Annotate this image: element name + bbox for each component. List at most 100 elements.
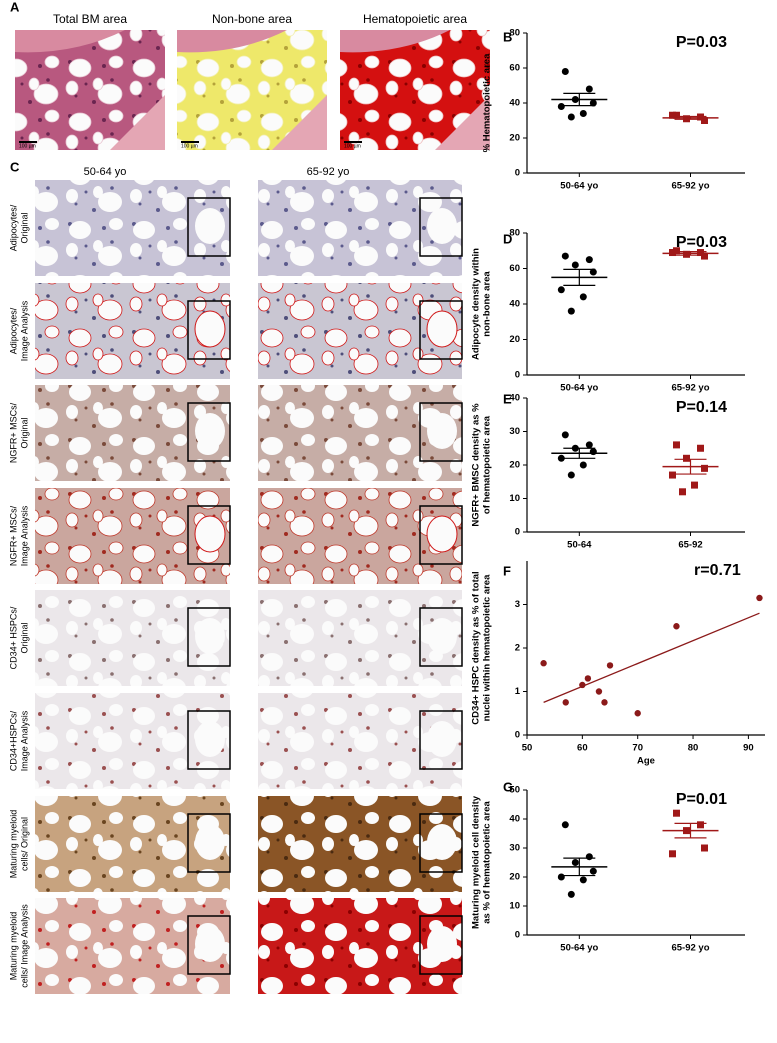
x-tick-label: 70 xyxy=(632,743,643,754)
bone-region xyxy=(177,30,287,53)
bone-region xyxy=(435,95,490,150)
data-point xyxy=(673,623,680,630)
annotation: P=0.03 xyxy=(676,234,727,251)
data-point xyxy=(589,867,597,875)
data-point xyxy=(701,844,708,852)
y-tick-label: 2 xyxy=(515,643,520,654)
row-label: Original xyxy=(19,417,29,448)
x-tick-label: 50-64 yo xyxy=(560,943,598,954)
row-label: CD34+ HSPCs/ xyxy=(8,606,18,669)
row-label: cells/ Original xyxy=(19,817,29,871)
data-point xyxy=(579,461,587,469)
data-point xyxy=(585,441,593,449)
y-tick-label: 50 xyxy=(509,785,520,796)
image-title: Hematopoietic area xyxy=(363,12,467,26)
row-label: Image Analysis xyxy=(19,710,29,771)
data-point xyxy=(691,481,698,489)
inset-adipocyte xyxy=(195,926,225,962)
data-point xyxy=(561,68,569,75)
y-tick-label: 60 xyxy=(509,263,520,274)
y-tick-label: 40 xyxy=(509,98,520,109)
y-tick-label: 40 xyxy=(509,814,520,825)
data-point xyxy=(673,809,680,817)
x-tick-label: 80 xyxy=(688,743,699,754)
row-label: Image Analysis xyxy=(19,505,29,566)
data-point xyxy=(567,890,575,898)
data-point xyxy=(669,249,676,257)
y-tick-label: 0 xyxy=(515,930,520,941)
annotation: P=0.03 xyxy=(676,34,727,51)
data-point xyxy=(683,454,690,462)
x-tick-label: 65-92 yo xyxy=(671,943,709,954)
row-label: cells/ Image Analysis xyxy=(19,904,29,988)
y-tick-label: 0 xyxy=(515,527,520,538)
y-tick-label: 10 xyxy=(509,901,520,912)
panel-letter: F xyxy=(503,563,511,578)
inset-adipocyte xyxy=(194,515,226,553)
y-axis-label: non-bone area xyxy=(482,271,493,337)
bone-region xyxy=(272,95,327,150)
x-axis-label: Age xyxy=(637,756,655,767)
data-point xyxy=(579,681,586,689)
row-label: Original xyxy=(19,622,29,653)
y-tick-label: 1 xyxy=(515,686,521,697)
panel-letter: B xyxy=(503,29,512,44)
panel-letter: A xyxy=(10,0,20,14)
y-tick-label: 20 xyxy=(509,334,520,345)
y-tick-label: 3 xyxy=(515,599,520,610)
data-point xyxy=(697,821,704,829)
data-point xyxy=(562,699,569,706)
panel-letter: E xyxy=(503,391,512,406)
row-label: NGFR+ MSCs/ xyxy=(8,402,18,463)
y-axis-label: nuclei within hematopoietic area xyxy=(482,574,493,721)
data-point xyxy=(606,662,614,669)
data-point xyxy=(673,111,680,119)
data-point xyxy=(540,660,547,667)
data-point xyxy=(585,256,593,264)
data-point xyxy=(697,249,704,257)
annotation: r=0.71 xyxy=(694,562,741,579)
row-label: Image Analysis xyxy=(19,300,29,361)
column-header: 50-64 yo xyxy=(84,166,127,178)
y-tick-label: 30 xyxy=(509,426,520,437)
data-point xyxy=(579,293,587,301)
data-point xyxy=(561,431,569,439)
row-label: Original xyxy=(19,212,29,243)
data-point xyxy=(669,111,676,119)
y-tick-label: 80 xyxy=(509,228,520,239)
row-label: Maturing myeloid xyxy=(8,912,18,981)
data-point xyxy=(585,85,593,93)
data-point xyxy=(557,286,565,294)
row-label: Maturing myeloid xyxy=(8,810,18,879)
y-axis-label: CD34+ HSPC density as % of total xyxy=(471,571,482,724)
data-point xyxy=(567,307,575,315)
x-tick-label: 50-64 yo xyxy=(560,383,598,394)
panel-letter: C xyxy=(10,159,20,174)
scale-bar-label: 100 µm xyxy=(181,143,198,149)
data-point xyxy=(584,675,592,682)
row-label: Adipocytes/ xyxy=(8,204,18,251)
x-tick-label: 50 xyxy=(522,743,533,754)
y-axis-label: of hematopoietic area xyxy=(482,415,493,514)
data-point xyxy=(756,594,763,602)
x-tick-label: 65-92 yo xyxy=(671,383,709,394)
y-axis-label: NGFR+ BMSC density as % xyxy=(471,403,482,527)
scale-bar xyxy=(181,141,199,143)
data-point xyxy=(601,699,608,706)
data-point xyxy=(673,247,680,255)
data-point xyxy=(579,876,587,884)
data-point xyxy=(567,113,575,121)
data-point xyxy=(557,103,565,110)
y-tick-label: 40 xyxy=(509,393,520,404)
inset-adipocyte xyxy=(195,413,225,449)
y-axis-label: as % of hematopoietic area xyxy=(482,801,493,924)
y-axis-label: % Hematopoietic area xyxy=(482,53,493,152)
image-title: Non-bone area xyxy=(212,12,292,26)
y-tick-label: 40 xyxy=(509,299,520,310)
data-point xyxy=(579,110,587,117)
inset-adipocyte xyxy=(427,208,457,244)
data-point xyxy=(697,444,704,452)
x-tick-label: 65-92 xyxy=(678,540,702,551)
bone-region xyxy=(340,30,450,53)
